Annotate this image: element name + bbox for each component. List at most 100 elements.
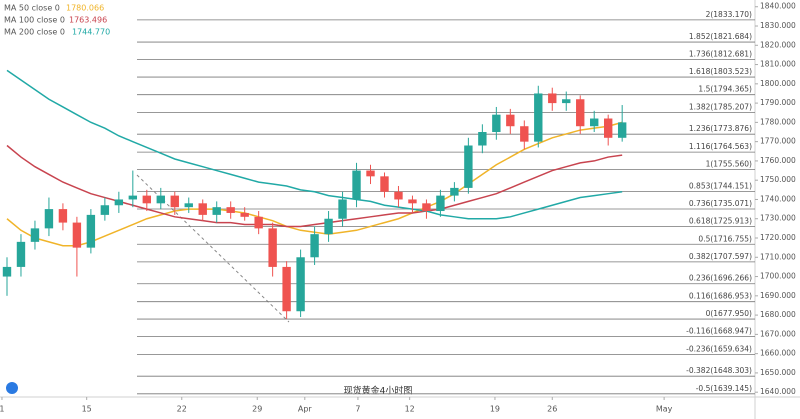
fib-level-label: 0.736(1735.071)	[689, 199, 752, 208]
y-tick-label: 1660.000	[760, 349, 796, 358]
fib-anchor-line	[136, 174, 290, 323]
candle-body	[464, 145, 473, 188]
fib-level-label: 1.736(1812.681)	[689, 49, 752, 58]
candle-body	[324, 218, 333, 235]
fib-level-label: 0.116(1686.953)	[689, 292, 752, 301]
candle-body	[422, 203, 431, 212]
y-tick-label: 1800.000	[760, 79, 796, 88]
legend-value: 1780.066	[66, 4, 104, 13]
fib-level-label: -0.236(1659.634)	[686, 344, 752, 353]
candle-body	[436, 195, 445, 212]
x-tick-label: 1	[0, 405, 5, 414]
y-tick-label: 1720.000	[760, 233, 796, 242]
x-tick-label: 26	[547, 405, 557, 414]
fib-level-label: 2(1833.170)	[706, 10, 752, 19]
candle-body	[16, 241, 26, 267]
x-tick-label: 15	[82, 405, 92, 414]
candle-body	[394, 191, 403, 200]
y-tick-label: 1650.000	[760, 368, 796, 377]
x-tick-label: Apr	[298, 405, 313, 414]
fib-level-label: -0.5(1639.145)	[696, 384, 752, 393]
candle-body	[338, 199, 347, 219]
x-tick-label: 22	[177, 405, 187, 414]
candle-body	[2, 266, 12, 277]
fib-level-label: -0.116(1668.947)	[686, 326, 752, 335]
logo-icon	[6, 382, 18, 394]
y-tick-label: 1710.000	[760, 252, 796, 261]
candle-body	[58, 209, 68, 223]
candle-body	[576, 99, 585, 127]
legend-label: MA 50 close 0	[4, 4, 60, 13]
y-tick-label: 1760.000	[760, 156, 796, 165]
candle-body	[534, 93, 543, 142]
moving-average-line	[6, 69, 623, 220]
y-tick-label: 1790.000	[760, 98, 796, 107]
candle-body	[156, 195, 165, 204]
candle-body	[198, 203, 207, 215]
candle-body	[450, 187, 459, 196]
candle-body	[520, 126, 529, 142]
x-tick-label: May	[656, 405, 673, 414]
y-tick-label: 1680.000	[760, 310, 796, 319]
candle-body	[492, 114, 501, 133]
candle-body	[604, 118, 613, 138]
legend-label: MA 200 close 0	[4, 28, 65, 37]
y-tick-label: 1770.000	[760, 137, 796, 146]
x-tick-label: 19	[490, 405, 500, 414]
candle-body	[268, 228, 277, 267]
candle-body	[30, 228, 40, 242]
x-tick-label: 12	[405, 405, 415, 414]
candle-body	[184, 203, 193, 208]
legend-label: MA 100 close 0	[4, 16, 65, 25]
y-tick-label: 1690.000	[760, 291, 796, 300]
y-tick-label: 1840.000	[760, 2, 796, 11]
fib-level-label: 1.852(1821.684)	[689, 32, 752, 41]
candle-body	[366, 170, 375, 177]
candle-body	[310, 234, 319, 258]
x-tick-label: 7	[355, 405, 360, 414]
fib-level-label: -0.382(1648.303)	[686, 366, 752, 375]
fib-level-label: 1.618(1803.523)	[689, 67, 752, 76]
candle-body	[170, 195, 179, 208]
y-tick-label: 1830.000	[760, 21, 796, 30]
candle-body	[142, 195, 151, 204]
fib-level-label: 0.382(1707.597)	[689, 252, 752, 261]
candle-body	[44, 209, 54, 229]
y-tick-label: 1820.000	[760, 40, 796, 49]
candle-body	[114, 199, 124, 206]
fib-level-label: 0.236(1696.266)	[689, 274, 752, 283]
x-tick-label: 29	[252, 405, 262, 414]
legend-value: 1763.496	[69, 16, 107, 25]
y-tick-label: 1640.000	[760, 387, 796, 396]
y-tick-label: 1700.000	[760, 272, 796, 281]
fib-level-label: 1.236(1773.876)	[689, 124, 752, 133]
candle-body	[254, 216, 263, 229]
candle-body	[548, 93, 557, 104]
y-tick-label: 1740.000	[760, 194, 796, 203]
fib-level-label: 1(1755.560)	[706, 159, 752, 168]
fib-level-label: 0.5(1716.755)	[698, 234, 752, 243]
candle-body	[506, 114, 515, 127]
candle-body	[128, 195, 138, 200]
candle-body	[380, 176, 389, 192]
fib-level-label: 0.618(1725.913)	[689, 217, 752, 226]
candle-body	[72, 222, 82, 248]
candle-body	[590, 118, 599, 127]
fib-level-label: 1.5(1794.365)	[698, 85, 752, 94]
fib-level-label: 1.382(1785.207)	[689, 102, 752, 111]
y-tick-label: 1670.000	[760, 329, 796, 338]
candle-body	[240, 212, 249, 217]
candle-body	[478, 132, 487, 146]
fib-level-label: 0.853(1744.151)	[689, 181, 752, 190]
candle-body	[296, 257, 305, 312]
y-tick-label: 1730.000	[760, 214, 796, 223]
y-tick-label: 1780.000	[760, 117, 796, 126]
candle-body	[408, 199, 417, 204]
chart-title: 现货黄金4小时图	[344, 385, 413, 397]
candle-body	[352, 170, 361, 200]
y-tick-label: 1750.000	[760, 175, 796, 184]
candle-body	[282, 266, 291, 312]
candle-body	[617, 122, 627, 138]
